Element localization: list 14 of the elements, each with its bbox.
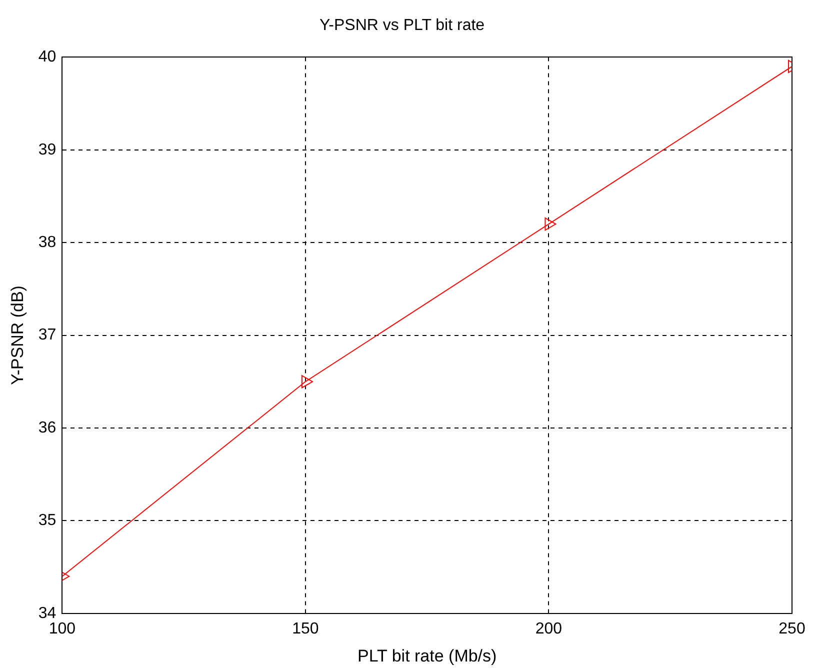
x-tick-label: 200 <box>535 620 562 638</box>
y-tick-label: 40 <box>38 48 56 66</box>
y-tick-label: 36 <box>38 419 56 436</box>
y-tick-label: 39 <box>38 141 56 158</box>
x-tick-label: 250 <box>778 620 806 638</box>
y-tick-label: 38 <box>38 234 56 252</box>
x-tick-label: 150 <box>292 620 319 638</box>
x-tick-label: 100 <box>48 620 76 638</box>
y-tick-label: 34 <box>38 604 56 622</box>
chart-title: Y-PSNR vs PLT bit rate <box>319 17 485 34</box>
x-axis-title: PLT bit rate (Mb/s) <box>358 646 497 666</box>
y-tick-label: 35 <box>38 512 56 530</box>
y-tick-label: 37 <box>38 326 56 344</box>
y-axis-title: Y-PSNR (dB) <box>8 286 27 386</box>
